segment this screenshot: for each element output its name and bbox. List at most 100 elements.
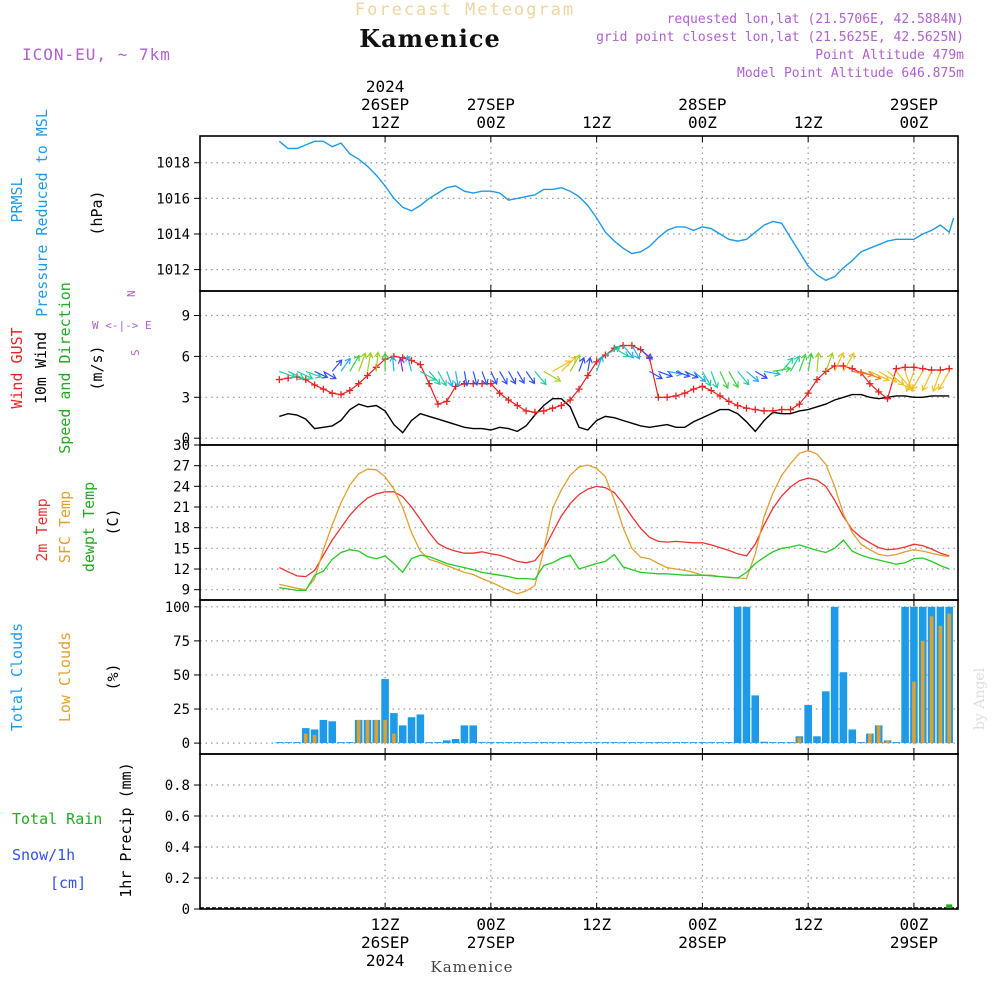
y-tick-label: 0.4 bbox=[165, 840, 190, 856]
wind-arrow bbox=[578, 356, 586, 372]
pressure-label-short: PRMSL bbox=[8, 177, 26, 222]
low-cloud-bar bbox=[947, 613, 951, 744]
wind-arrow bbox=[622, 345, 635, 359]
total-cloud-bar bbox=[407, 717, 416, 744]
total-cloud-bar bbox=[672, 742, 680, 744]
gust-marker bbox=[725, 397, 733, 405]
gust-marker bbox=[901, 363, 909, 371]
wind-arrow bbox=[446, 371, 454, 388]
snow-unit: [cm] bbox=[50, 874, 86, 892]
wind-arrow bbox=[728, 371, 739, 389]
time-label-bottom: 2024 bbox=[366, 951, 405, 970]
time-label-top: 12Z bbox=[371, 113, 400, 132]
wind-arrow bbox=[684, 370, 699, 379]
wind-arrow bbox=[719, 371, 729, 390]
gust-marker bbox=[575, 385, 583, 393]
total-cloud-bar bbox=[328, 721, 337, 744]
total-cloud-bar bbox=[760, 741, 768, 744]
y-tick-label: 12 bbox=[173, 562, 190, 578]
gust-marker bbox=[328, 389, 336, 397]
gust-marker bbox=[549, 404, 557, 412]
gust-label: Wind GUST bbox=[8, 327, 26, 408]
gust-marker bbox=[496, 389, 504, 397]
wind-dir-label: Speed and Direction bbox=[56, 282, 74, 454]
y-tick-label: 30 bbox=[173, 438, 190, 454]
total-cloud-bar bbox=[848, 729, 857, 744]
model-label: ICON-EU, ~ 7km bbox=[22, 45, 171, 64]
total-cloud-bar bbox=[346, 742, 354, 744]
gust-marker bbox=[769, 407, 777, 415]
wind-arrow bbox=[798, 353, 808, 372]
time-label-top: 26SEP bbox=[361, 95, 409, 114]
precip-label: 1hr Precip (mm) bbox=[117, 762, 135, 897]
time-label-bottom: 00Z bbox=[899, 915, 928, 934]
gust-marker bbox=[416, 361, 424, 369]
total-cloud-bar bbox=[398, 725, 407, 744]
wind-arrow bbox=[569, 353, 581, 372]
y-tick-label: 24 bbox=[173, 479, 190, 495]
rain-legend: Total Rain bbox=[12, 810, 102, 828]
temp-sfc-line bbox=[279, 449, 950, 595]
time-label-top: 12Z bbox=[794, 113, 823, 132]
wind-arrow bbox=[287, 370, 305, 380]
wind-arrow bbox=[366, 351, 374, 372]
total-cloud-bar bbox=[584, 742, 592, 744]
wind-arrow bbox=[374, 351, 382, 372]
total-cloud-bar bbox=[601, 742, 610, 744]
total-cloud-bar bbox=[707, 742, 716, 744]
gust-marker bbox=[945, 365, 953, 373]
time-label-bottom: 26SEP bbox=[361, 933, 409, 952]
y-tick-label: 27 bbox=[173, 459, 190, 475]
time-label-bottom: 12Z bbox=[794, 915, 823, 934]
gust-marker bbox=[319, 385, 327, 393]
wind-arrow bbox=[754, 370, 769, 379]
wind-arrow bbox=[640, 349, 653, 360]
y-tick-label: 9 bbox=[182, 309, 190, 325]
gust-marker bbox=[742, 404, 750, 412]
point-altitude: Point Altitude 479m bbox=[815, 48, 964, 63]
wind-arrow bbox=[931, 371, 941, 393]
total-cloud-bar bbox=[857, 742, 865, 744]
y-tick-label: 0.2 bbox=[165, 871, 190, 887]
y-tick-label: 9 bbox=[182, 583, 190, 599]
pressure-unit: (hPa) bbox=[88, 190, 106, 235]
low-cloud-bar bbox=[312, 734, 317, 744]
wind-arrow bbox=[911, 371, 924, 391]
gust-marker bbox=[513, 401, 521, 409]
wind-arrow bbox=[596, 355, 604, 372]
total-cloud-bar bbox=[839, 672, 848, 744]
total-cloud-bar bbox=[487, 742, 495, 744]
wind-arrow bbox=[921, 371, 933, 392]
gust-marker bbox=[866, 380, 874, 388]
total-cloud-bar bbox=[460, 725, 469, 744]
total-cloud-bar bbox=[610, 742, 619, 744]
wind-arrow bbox=[878, 370, 898, 383]
total-cloud-bar bbox=[566, 742, 574, 744]
wind-arrow bbox=[397, 357, 405, 372]
total-cloud-bar bbox=[716, 742, 724, 744]
gust-marker bbox=[707, 386, 715, 394]
total-cloud-bar bbox=[522, 742, 530, 744]
wind-arrow bbox=[869, 370, 890, 382]
time-label-top: 27SEP bbox=[467, 95, 515, 114]
time-label-bottom: 12Z bbox=[371, 915, 400, 934]
time-label-bottom: 00Z bbox=[476, 915, 505, 934]
wind-arrow bbox=[462, 371, 470, 387]
total-cloud-bar bbox=[531, 742, 539, 744]
total-cloud-bar bbox=[478, 742, 486, 744]
time-label-bottom: 12Z bbox=[582, 915, 611, 934]
dewpoint-label: dewpt Temp bbox=[80, 482, 98, 572]
wind-arrow bbox=[381, 352, 389, 372]
low-cloud-bar bbox=[920, 640, 925, 744]
gust-marker bbox=[478, 380, 486, 388]
total-cloud-bar bbox=[513, 742, 522, 744]
time-label-top: 12Z bbox=[582, 113, 611, 132]
model-altitude: Model Point Altitude 646.875m bbox=[737, 66, 964, 81]
wind-arrow bbox=[693, 370, 707, 383]
dewpoint-line bbox=[279, 539, 950, 592]
total-cloud-bar bbox=[575, 742, 583, 744]
total-cloud-bar bbox=[416, 714, 425, 744]
wind-arrow bbox=[323, 370, 337, 380]
clouds-unit: (%) bbox=[104, 663, 122, 690]
